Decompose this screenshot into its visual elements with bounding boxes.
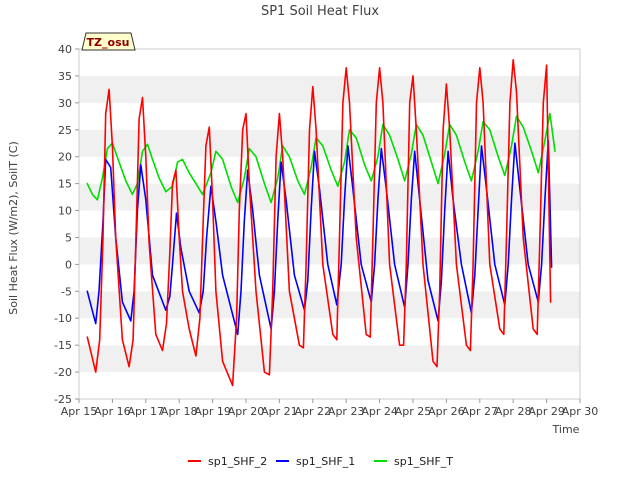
y-tick-label: -15 (54, 339, 72, 352)
x-tick-label: Apr 29 (528, 405, 565, 418)
x-tick-label: Apr 24 (361, 405, 398, 418)
y-tick-label: -10 (54, 312, 72, 325)
grid-band (79, 156, 580, 184)
y-tick-label: 25 (58, 124, 72, 137)
station-badge: TZ_osu (81, 32, 136, 51)
series-line-sp1_SHF_T (86, 112, 556, 204)
x-tick-label: Apr 27 (462, 405, 499, 418)
x-tick-label: Apr 18 (161, 405, 198, 418)
x-tick-label: Apr 17 (128, 405, 165, 418)
series-line-sp1_SHF_2 (86, 58, 552, 387)
x-axis-label: Time (552, 423, 580, 436)
plot-area (78, 48, 581, 400)
chart-title: SP1 Soil Heat Flux (261, 4, 379, 19)
x-tick-label: Apr 19 (194, 405, 231, 418)
legend-label: sp1_SHF_1 (296, 455, 355, 468)
y-tick-label: 15 (58, 178, 72, 191)
y-tick-label: 40 (58, 43, 72, 56)
x-tick-label: Apr 15 (61, 405, 98, 418)
x-tick-label: Apr 30 (562, 405, 599, 418)
y-tick-label: 0 (65, 258, 72, 271)
y-tick-label: 30 (58, 97, 72, 110)
x-tick-label: Apr 21 (261, 405, 298, 418)
x-tick-label: Apr 26 (428, 405, 465, 418)
grid-band (79, 49, 580, 76)
legend: sp1_SHF_2 sp1_SHF_1 sp1_SHF_T (188, 455, 453, 468)
series-lines (86, 58, 556, 387)
y-axis-label: Soil Heat Flux (W/m2), SoilT (C) (7, 141, 20, 314)
grid-band (79, 237, 580, 265)
y-tick-label: -5 (61, 285, 72, 298)
x-tick-label: Apr 25 (395, 405, 432, 418)
grid-band (79, 183, 580, 211)
grid-band (79, 345, 580, 373)
legend-label: sp1_SHF_2 (208, 455, 267, 468)
grid-band (79, 102, 580, 130)
grid-bands (79, 49, 580, 399)
badge-label: TZ_osu (87, 36, 130, 49)
y-tick-label: 35 (58, 70, 72, 83)
badge-background (81, 32, 136, 51)
y-tick-label: 5 (65, 231, 72, 244)
y-tick-label: -25 (54, 393, 72, 406)
legend-label: sp1_SHF_T (394, 455, 453, 468)
x-tick-label: Apr 20 (228, 405, 265, 418)
grid-band (79, 372, 580, 399)
x-tick-label: Apr 22 (295, 405, 332, 418)
y-axis: -25 -20 -15 -10 -5 0 5 10 15 20 25 30 35 40 (54, 43, 79, 406)
grid-band (79, 75, 580, 103)
x-tick-label: Apr 23 (328, 405, 365, 418)
x-tick-label: Apr 28 (495, 405, 532, 418)
y-tick-label: 10 (58, 205, 72, 218)
grid-band (79, 129, 580, 157)
grid-band (79, 318, 580, 346)
y-tick-label: 20 (58, 151, 72, 164)
y-tick-label: -20 (54, 366, 72, 379)
grid-band (79, 210, 580, 238)
x-tick-label: Apr 16 (94, 405, 131, 418)
